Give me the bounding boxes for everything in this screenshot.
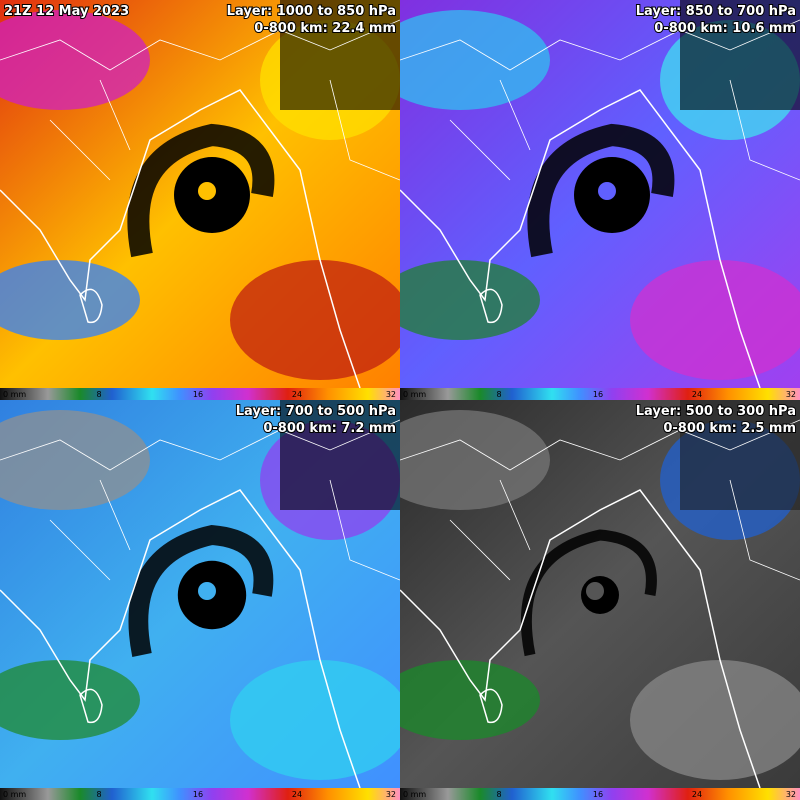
cyclone-spiral <box>128 525 274 657</box>
coastline <box>400 489 761 788</box>
coastline <box>479 288 503 324</box>
coastline <box>79 288 103 324</box>
colorbar <box>400 788 800 800</box>
cyclone-eye <box>198 182 216 200</box>
moisture-blob <box>0 10 150 110</box>
moisture-blob <box>230 660 400 780</box>
colorbar-label: 32 <box>786 790 796 799</box>
cyclone-eye <box>586 582 604 600</box>
moisture-blob <box>400 410 550 510</box>
coastline <box>79 688 103 724</box>
panel: 0 mm 8 16 24 32 Layer: 1000 to 850 hPa 0-800 k… <box>0 0 400 400</box>
colorbar-label: 32 <box>786 390 796 399</box>
moisture-blob <box>630 260 800 380</box>
colorbar-label: 8 <box>96 790 101 799</box>
colorbar-label: 0 mm <box>403 390 426 399</box>
colorbar-label: 8 <box>496 390 501 399</box>
cyclone-eye <box>198 582 216 600</box>
colorbar <box>0 788 400 800</box>
moisture-blob <box>630 660 800 780</box>
cyclone-eye <box>598 182 616 200</box>
coastline <box>0 489 361 788</box>
stat-label: 0-800 km: 10.6 mm <box>654 21 796 36</box>
colorbar <box>0 388 400 400</box>
coastline <box>400 89 761 388</box>
colorbar-label: 8 <box>496 790 501 799</box>
colorbar-label: 24 <box>692 390 702 399</box>
moisture-blob <box>400 10 550 110</box>
colorbar-label: 16 <box>593 390 603 399</box>
stat-label: 0-800 km: 7.2 mm <box>263 421 396 436</box>
moisture-blob <box>400 660 540 740</box>
colorbar-label: 16 <box>593 790 603 799</box>
colorbar-label: 16 <box>193 790 203 799</box>
moisture-blob <box>400 260 540 340</box>
cyclone-spiral <box>127 123 275 258</box>
border <box>400 19 800 181</box>
stat-label: 0-800 km: 2.5 mm <box>663 421 796 436</box>
coastline <box>479 688 503 724</box>
border <box>0 419 400 581</box>
panel: 0 mm 8 16 24 32 Layer: 500 to 300 hPa 0-800 km… <box>400 400 800 800</box>
colorbar-label: 8 <box>96 390 101 399</box>
layer-label: Layer: 1000 to 850 hPa <box>227 4 396 19</box>
border <box>400 419 800 581</box>
panel: 0 mm 8 16 24 32 Layer: 850 to 700 hPa 0-800 km… <box>400 0 800 400</box>
border <box>0 19 400 181</box>
land-dark <box>280 0 400 110</box>
colorbar-label: 0 mm <box>3 790 26 799</box>
colorbar-label: 0 mm <box>3 390 26 399</box>
colorbar-label: 24 <box>292 390 302 399</box>
colorbar <box>400 388 800 400</box>
cyclone-spiral <box>527 123 675 258</box>
colorbar-label: 0 mm <box>403 790 426 799</box>
land-dark <box>680 400 800 510</box>
coastline <box>0 89 361 388</box>
imagery-area <box>400 400 800 788</box>
timestamp: 21Z 12 May 2023 <box>4 4 129 19</box>
land-dark <box>280 400 400 510</box>
colorbar-label: 32 <box>386 390 396 399</box>
imagery-area <box>0 0 400 388</box>
layer-label: Layer: 500 to 300 hPa <box>636 404 796 419</box>
panel: 0 mm 8 16 24 32 Layer: 700 to 500 hPa 0-800 km… <box>0 400 400 800</box>
moisture-blob <box>0 660 140 740</box>
moisture-blob <box>0 410 150 510</box>
colorbar-label: 24 <box>292 790 302 799</box>
moisture-blob <box>0 260 140 340</box>
layer-label: Layer: 700 to 500 hPa <box>236 404 396 419</box>
colorbar-label: 32 <box>386 790 396 799</box>
imagery-area <box>400 0 800 388</box>
colorbar-label: 16 <box>193 390 203 399</box>
imagery-area <box>0 400 400 788</box>
stat-label: 0-800 km: 22.4 mm <box>254 21 396 36</box>
layer-label: Layer: 850 to 700 hPa <box>636 4 796 19</box>
land-dark <box>680 0 800 110</box>
moisture-blob <box>230 260 400 380</box>
colorbar-label: 24 <box>692 790 702 799</box>
